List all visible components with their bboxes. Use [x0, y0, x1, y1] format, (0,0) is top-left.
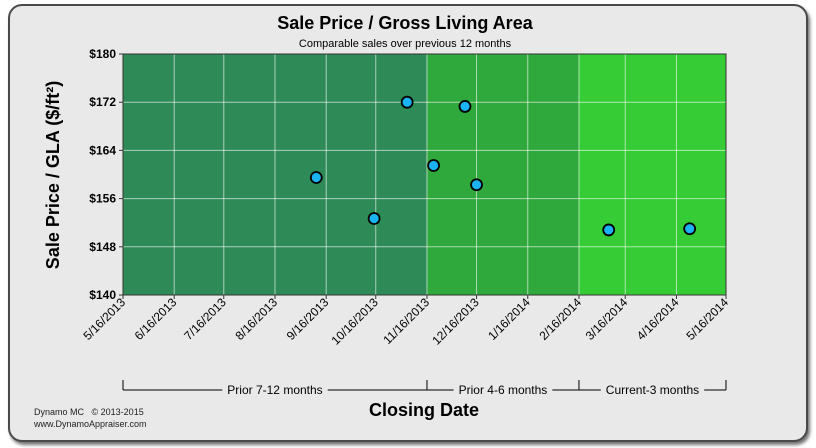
footer-copyright: © 2013-2015	[91, 407, 144, 417]
footer-url: www.DynamoAppraiser.com	[34, 419, 147, 429]
data-point-7	[602, 223, 616, 237]
x-tick-label: 8/16/2013	[232, 295, 280, 343]
plot-border	[122, 53, 727, 296]
region-2	[426, 54, 579, 295]
y-tick-label: $172	[89, 95, 116, 109]
data-point-6	[470, 178, 483, 192]
period-label-2: Prior 4-6 months	[459, 383, 548, 397]
period-regions	[123, 54, 726, 295]
footer-brand: Dynamo MC	[34, 407, 85, 417]
x-tick-label: 7/16/2013	[181, 295, 229, 343]
data-point-1	[309, 171, 323, 184]
x-tick-label: 2/16/2014	[536, 295, 584, 343]
x-axis-ticks: 5/16/2013 6/16/2013 7/16/2013 8/16/2013 9/16…	[80, 295, 731, 348]
y-axis-ticks: $180 $172 $164 $156 $148 $140	[89, 47, 123, 302]
data-point-8	[683, 222, 697, 236]
region-3	[578, 54, 726, 295]
data-point-2	[367, 212, 381, 225]
x-tick-label: 10/16/2013	[329, 295, 382, 348]
x-tick-label: 6/16/2013	[132, 295, 180, 343]
y-tick-label: $140	[89, 288, 116, 302]
x-tick-label: 4/16/2014	[634, 295, 682, 343]
x-axis-label: Closing Date	[369, 400, 479, 420]
x-tick-label: 5/16/2014	[683, 295, 731, 343]
period-brackets: Prior 7-12 months Prior 4-6 months Current…	[122, 380, 727, 397]
x-tick-label: 5/16/2013	[80, 295, 128, 343]
data-point-4	[427, 159, 440, 172]
y-tick-label: $180	[89, 47, 116, 61]
y-axis-label: Sale Price / GLA ($/ft²)	[43, 81, 63, 269]
y-tick-label: $164	[89, 143, 116, 157]
x-tick-label: 9/16/2013	[284, 295, 332, 343]
x-tick-label: 11/16/2013	[380, 295, 432, 347]
x-tick-label: 1/16/2014	[485, 295, 533, 343]
chart-title: Sale Price / Gross Living Area	[277, 13, 533, 33]
chart-subtitle: Comparable sales over previous 12 months	[299, 38, 512, 50]
x-tick-label: 3/16/2014	[583, 295, 631, 343]
data-point-5	[458, 100, 472, 113]
data-point-3	[400, 95, 414, 109]
x-tick-label: 12/16/2013	[429, 295, 482, 348]
y-tick-label: $148	[89, 240, 116, 254]
period-label-1: Prior 7-12 months	[227, 383, 322, 397]
footer-brand-line: Dynamo MC © 2013-2015	[34, 407, 144, 417]
y-tick-label: $156	[89, 192, 116, 206]
data-points	[309, 95, 697, 237]
period-label-3: Current-3 months	[606, 383, 699, 397]
